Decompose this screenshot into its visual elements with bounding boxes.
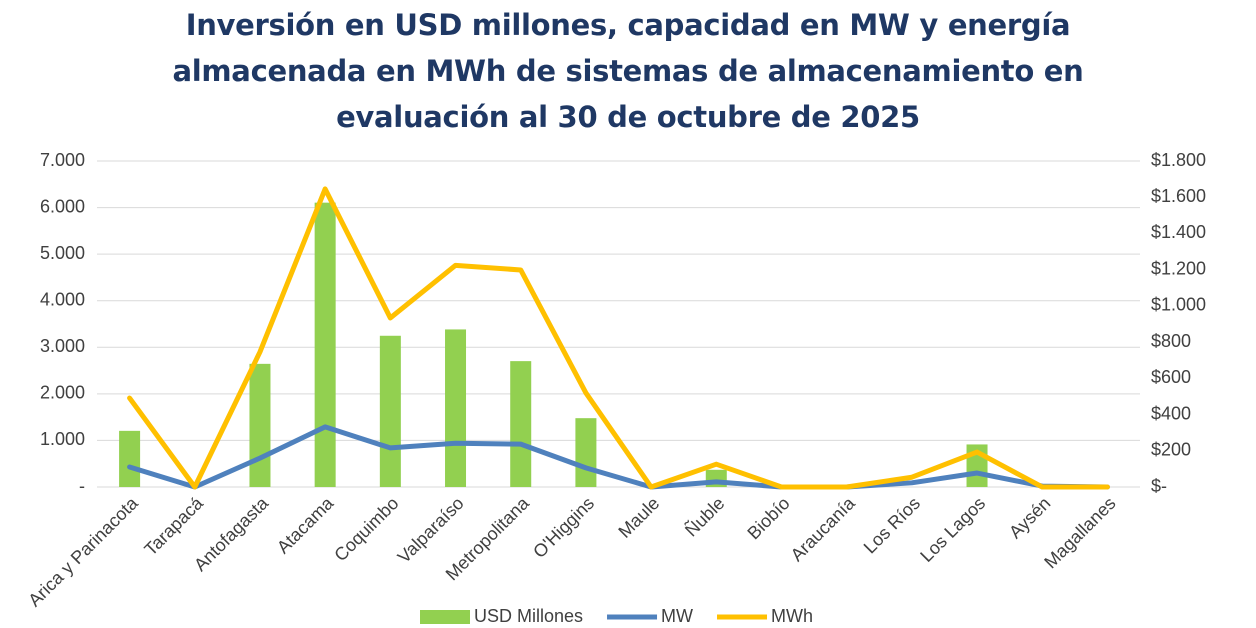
y-tick-label: 1.000 xyxy=(40,429,85,449)
x-tick-label: Los Ríos xyxy=(860,493,924,557)
bar xyxy=(445,329,467,487)
legend-label: MW xyxy=(661,606,693,626)
x-tick-label: Araucanía xyxy=(787,492,860,565)
line xyxy=(127,424,1110,490)
y2-tick-label: $- xyxy=(1151,476,1167,496)
y-tick-label: 4.000 xyxy=(40,289,85,309)
bar xyxy=(119,430,141,487)
bar xyxy=(510,361,532,487)
bar xyxy=(249,363,271,487)
x-tick-label: O'Higgins xyxy=(529,493,598,562)
y2-tick-label: $1.800 xyxy=(1151,150,1206,170)
y2-tick-label: $200 xyxy=(1151,440,1191,460)
y-tick-label: 3.000 xyxy=(40,336,85,356)
bar xyxy=(314,202,336,487)
x-tick-label: Biobío xyxy=(743,493,793,543)
y2-tick-label: $600 xyxy=(1151,367,1191,387)
legend-label: MWh xyxy=(771,606,813,626)
y-tick-label: 5.000 xyxy=(40,243,85,263)
legend-swatch xyxy=(420,610,470,624)
y2-tick-label: $400 xyxy=(1151,403,1191,423)
y-tick-label: 6.000 xyxy=(40,196,85,216)
y2-tick-label: $1.400 xyxy=(1151,222,1206,242)
x-tick-label: Ñuble xyxy=(680,492,728,540)
y2-tick-label: $1.200 xyxy=(1151,258,1206,278)
y-tick-label: - xyxy=(79,476,85,496)
x-tick-label: Arica y Parinacota xyxy=(24,492,142,610)
x-tick-label: Maule xyxy=(614,493,663,542)
y-tick-label: 2.000 xyxy=(40,383,85,403)
bar xyxy=(575,418,597,487)
x-tick-label: Magallanes xyxy=(1040,493,1119,572)
bar xyxy=(379,335,401,487)
x-tick-label: Atacama xyxy=(273,492,338,557)
x-tick-label: Coquimbo xyxy=(330,493,402,565)
y2-tick-label: $800 xyxy=(1151,331,1191,351)
legend-label: USD Millones xyxy=(474,606,583,626)
x-tick-label: Aysén xyxy=(1005,493,1054,542)
y2-tick-label: $1.000 xyxy=(1151,295,1206,315)
y2-tick-label: $1.600 xyxy=(1151,186,1206,206)
x-tick-label: Los Lagos xyxy=(916,493,989,566)
y-tick-label: 7.000 xyxy=(40,150,85,170)
line xyxy=(127,186,1110,490)
chart-title: Inversión en USD millones, capacidad en … xyxy=(172,8,1084,134)
x-tick-label: Tarapacá xyxy=(140,492,207,559)
